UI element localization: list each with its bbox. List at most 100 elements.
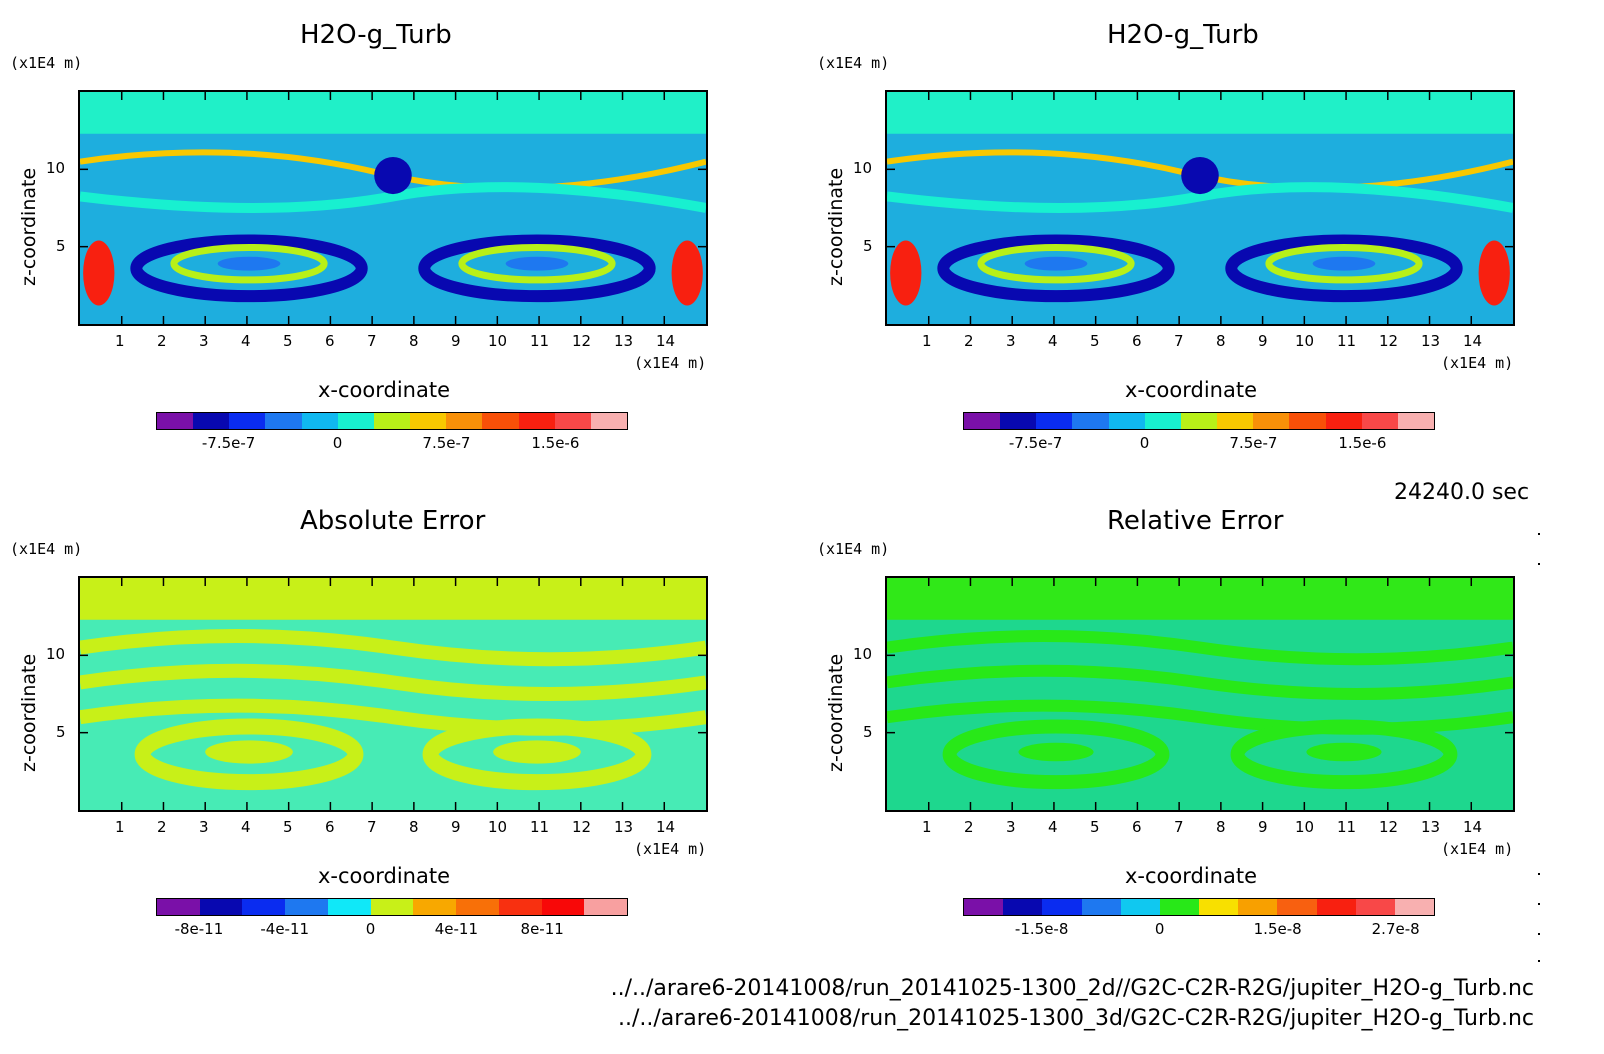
colorbar-swatch bbox=[370, 899, 414, 915]
hotspot-left bbox=[83, 240, 115, 306]
colorbar-tick-label: 4e-11 bbox=[434, 920, 478, 938]
vortex-outer bbox=[130, 234, 368, 303]
x-unit-label: (x1E4 m) bbox=[634, 354, 707, 372]
colorbar-tick-label: 1.5e-6 bbox=[1338, 434, 1387, 452]
x-tick-label: 13 bbox=[614, 818, 634, 836]
colorbar-swatch bbox=[157, 899, 200, 915]
vortex-inner bbox=[170, 243, 328, 284]
dot bbox=[1538, 903, 1540, 905]
x-tick-label: 2 bbox=[157, 818, 167, 836]
y-tick-label: 5 bbox=[56, 723, 66, 742]
dot bbox=[1538, 873, 1540, 875]
panel-2: H2O-g_Turb (x1E4 m) 5 10 1 2 3 4 5 6 7 8 9 10 11 12 13 14… bbox=[807, 0, 1604, 480]
colorbar-swatch bbox=[1036, 413, 1073, 429]
colorbar bbox=[963, 412, 1435, 430]
x-tick-label: 14 bbox=[656, 332, 676, 350]
panel-title: H2O-g_Turb bbox=[300, 20, 452, 50]
colorbar-swatch bbox=[413, 899, 457, 915]
colorbar-swatch bbox=[1000, 413, 1037, 429]
dot bbox=[1538, 960, 1540, 962]
contour-field bbox=[887, 578, 1513, 810]
colorbar-swatch bbox=[1289, 413, 1326, 429]
colorbar-swatch bbox=[1108, 413, 1145, 429]
colorbar-tick-label: -1.5e-8 bbox=[1014, 920, 1069, 938]
vortex-core bbox=[1024, 256, 1088, 271]
x-tick-label: 9 bbox=[451, 332, 461, 350]
colorbar-swatch bbox=[410, 413, 447, 429]
band bbox=[80, 182, 706, 213]
colorbar bbox=[156, 898, 628, 916]
x-tick-label: 4 bbox=[241, 332, 251, 350]
colorbar-tick-label: 8e-11 bbox=[520, 920, 564, 938]
colorbar-swatch bbox=[554, 413, 591, 429]
dot bbox=[1538, 533, 1540, 535]
x-tick-label: 2 bbox=[964, 332, 974, 350]
panel-title: Absolute Error bbox=[300, 506, 486, 536]
x-tick-label: 5 bbox=[283, 332, 293, 350]
colorbar-tick-label: 7.5e-7 bbox=[1229, 434, 1278, 452]
x-axis-label: x-coordinate bbox=[318, 378, 451, 402]
vortex-outer bbox=[134, 718, 364, 791]
colorbar-swatch bbox=[1277, 899, 1317, 915]
x-tick-label: 9 bbox=[451, 818, 461, 836]
band bbox=[887, 630, 1513, 666]
band bbox=[887, 664, 1513, 700]
file-path-2: ../../arare6-20141008/run_20141025-1300_… bbox=[617, 1006, 1534, 1031]
x-tick-label: 13 bbox=[1421, 818, 1441, 836]
colorbar-swatch bbox=[456, 899, 499, 915]
colorbar-swatch bbox=[482, 413, 519, 429]
x-tick-label: 14 bbox=[1463, 818, 1483, 836]
y-axis-label: z-coordinate bbox=[18, 167, 40, 286]
vortex-core bbox=[205, 740, 293, 764]
colorbar-swatch bbox=[964, 899, 1004, 915]
x-tick-label: 6 bbox=[1132, 332, 1142, 350]
x-tick-label: 10 bbox=[1295, 818, 1315, 836]
vortex-outer bbox=[1230, 719, 1458, 790]
x-tick-label: 1 bbox=[115, 332, 125, 350]
x-tick-label: 11 bbox=[1337, 818, 1357, 836]
colorbar-swatch bbox=[1361, 413, 1398, 429]
x-tick-label: 5 bbox=[283, 818, 293, 836]
colorbar-swatch bbox=[301, 413, 338, 429]
colorbar-tick-label: 1.5e-8 bbox=[1253, 920, 1302, 938]
y-axis-label: z-coordinate bbox=[18, 653, 40, 772]
colorbar-swatch bbox=[1199, 899, 1239, 915]
colorbar-swatch bbox=[1144, 413, 1181, 429]
colorbar-swatch bbox=[590, 413, 628, 429]
file-path-1: ../../arare6-20141008/run_20141025-1300_… bbox=[610, 976, 1534, 1001]
x-tick-label: 11 bbox=[530, 818, 550, 836]
vortex-inner bbox=[458, 243, 616, 284]
x-axis-label: x-coordinate bbox=[1125, 378, 1258, 402]
colorbar bbox=[156, 412, 628, 430]
colorbar-swatch bbox=[1238, 899, 1278, 915]
panel-4: Relative Error (x1E4 m) 5 10 1 2 3 4 5 6 7 8 9 10 11 12… bbox=[807, 486, 1604, 966]
x-tick-label: 10 bbox=[488, 332, 508, 350]
x-unit-label: (x1E4 m) bbox=[1441, 354, 1514, 372]
vortex-outer bbox=[1225, 234, 1463, 303]
vortex-core bbox=[1018, 742, 1094, 762]
colorbar-swatch bbox=[1316, 899, 1356, 915]
x-tick-label: 8 bbox=[1216, 818, 1226, 836]
x-tick-label: 5 bbox=[1090, 332, 1100, 350]
vortex-inner bbox=[1265, 243, 1423, 284]
band bbox=[887, 182, 1513, 213]
colorbar-swatch bbox=[285, 899, 328, 915]
colorbar-swatch bbox=[541, 899, 585, 915]
x-tick-label: 13 bbox=[1421, 332, 1441, 350]
vortex-core bbox=[1312, 256, 1376, 271]
x-axis-label: x-coordinate bbox=[1125, 864, 1258, 888]
vortex-core bbox=[217, 256, 281, 271]
x-tick-label: 6 bbox=[1132, 818, 1142, 836]
x-tick-label: 2 bbox=[964, 818, 974, 836]
z-unit-label: (x1E4 m) bbox=[817, 54, 890, 72]
colorbar-swatch bbox=[193, 413, 230, 429]
colorbar-tick-label: 7.5e-7 bbox=[422, 434, 471, 452]
x-tick-label: 5 bbox=[1090, 818, 1100, 836]
x-tick-label: 14 bbox=[656, 818, 676, 836]
time-label: 24240.0 sec bbox=[1394, 480, 1530, 505]
colorbar-tick-label: -8e-11 bbox=[174, 920, 224, 938]
panel-3: Absolute Error (x1E4 m) 5 10 1 2 3 4 5 6 7 8 9 10 11 12… bbox=[0, 486, 800, 966]
contour-plot bbox=[885, 576, 1515, 812]
y-tick-label: 5 bbox=[56, 237, 66, 256]
dot bbox=[1538, 563, 1540, 565]
